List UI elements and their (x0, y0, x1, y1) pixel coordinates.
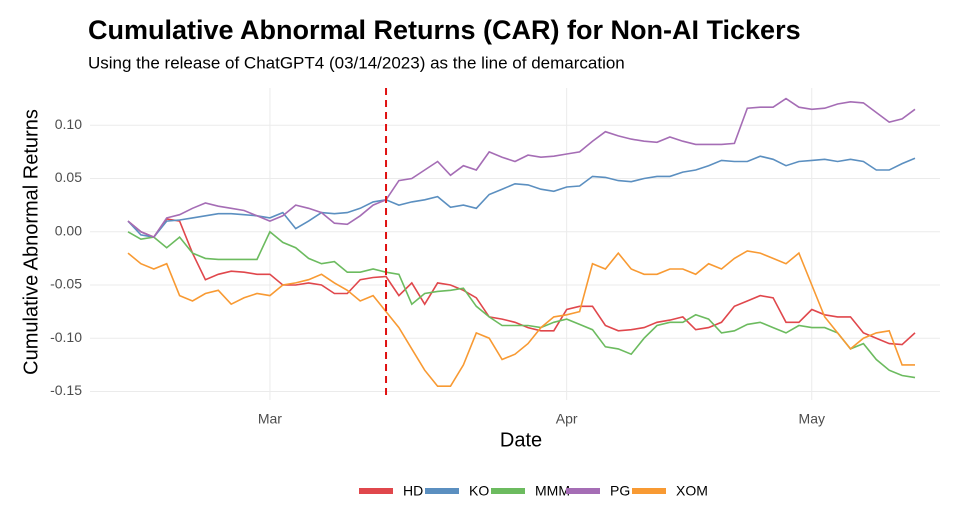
y-axis-title: Cumulative Abnormal Returns (20, 109, 42, 375)
series-line (127, 97, 916, 239)
chart-title: Cumulative Abnormal Returns (CAR) for No… (88, 15, 801, 45)
series-line (127, 250, 915, 387)
y-tick-label: 0.10 (55, 116, 82, 132)
legend-label: XOM (676, 483, 708, 499)
grid (90, 88, 940, 400)
legend-label: MMM (535, 483, 570, 499)
x-tick-label: Apr (556, 411, 578, 427)
series-line (127, 230, 916, 379)
y-tick-label: 0.05 (55, 169, 82, 185)
legend-label: HD (403, 483, 423, 499)
chart-subtitle: Using the release of ChatGPT4 (03/14/202… (88, 53, 625, 72)
y-tick-label: 0.00 (55, 222, 82, 238)
legend-label: PG (610, 483, 630, 499)
legend-label: KO (469, 483, 489, 499)
series-line (127, 155, 916, 238)
x-axis-title: Date (500, 429, 542, 451)
y-tick-label: -0.05 (50, 276, 82, 292)
y-tick-label: -0.10 (50, 329, 82, 345)
x-tick-label: Mar (258, 411, 282, 427)
y-tick-label: -0.15 (50, 382, 82, 398)
x-tick-label: May (799, 411, 825, 427)
